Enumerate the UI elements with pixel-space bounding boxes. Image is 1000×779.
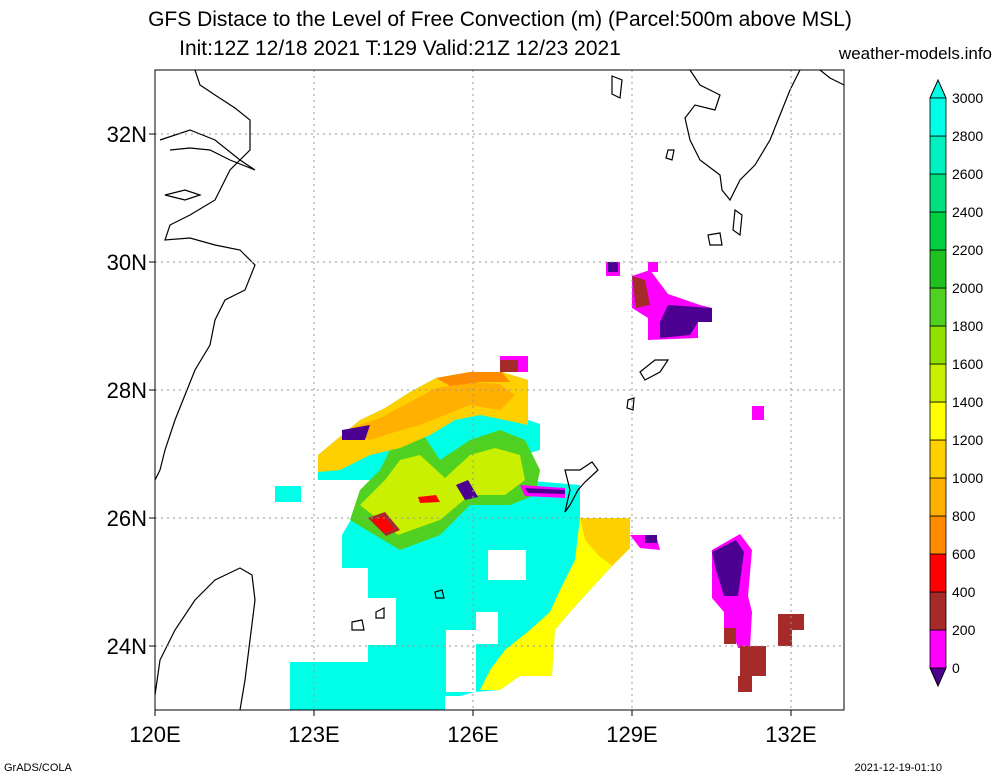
coastline-kyushu xyxy=(684,70,801,202)
coastline-island xyxy=(164,189,202,201)
field-orange-region xyxy=(345,382,515,440)
colorbar-segment xyxy=(929,591,947,631)
field-purple-region xyxy=(712,540,744,596)
chart-title: GFS Distace to the Level of Free Convect… xyxy=(148,8,852,31)
field-purple-cell xyxy=(342,425,370,440)
colorbar-segment xyxy=(929,97,947,137)
colorbar-label: 1800 xyxy=(952,318,983,334)
tick-label-lat: 32N xyxy=(107,122,147,147)
source-credit: weather-models.info xyxy=(838,44,992,63)
colorbar-label: 2600 xyxy=(952,166,983,182)
colorbar-label: 3000 xyxy=(952,90,983,106)
footer-timestamp: 2021-12-19-01:10 xyxy=(854,762,942,774)
coastline-taiwan xyxy=(155,567,256,710)
colorbar-segment xyxy=(929,287,947,327)
tick-label-lon: 120E xyxy=(129,722,180,747)
field-darkorange-strip xyxy=(436,372,510,386)
field-brown-cell xyxy=(500,360,518,372)
tick-label-lat: 24N xyxy=(107,634,147,659)
tick-label-lat: 26N xyxy=(107,506,147,531)
field-brown-region xyxy=(740,646,766,676)
coastline-shikoku xyxy=(819,70,844,86)
coastline-yangtze xyxy=(159,129,256,171)
tick-label-lon: 129E xyxy=(606,722,657,747)
colorbar-segment xyxy=(929,553,947,593)
field-purple-cell xyxy=(608,262,618,272)
coastline-island xyxy=(611,75,623,99)
colorbar: 0 200 400 600 800 1000 1200 1400 1600 1800 2000 220… xyxy=(929,78,983,688)
colorbar-min-arrow xyxy=(929,667,947,688)
field-purple-cell xyxy=(645,535,657,543)
colorbar-label: 2400 xyxy=(952,204,983,220)
colorbar-segment xyxy=(929,477,947,517)
colorbar-label: 1600 xyxy=(952,356,983,372)
field-magenta-cell xyxy=(648,262,658,272)
colorbar-max-arrow xyxy=(929,78,947,99)
coastline-island xyxy=(375,607,385,619)
coastlines xyxy=(155,70,844,710)
coastline-island xyxy=(707,232,723,246)
colorbar-segment xyxy=(929,401,947,441)
colorbar-segment xyxy=(929,135,947,175)
field-purple-region xyxy=(660,305,712,338)
colorbar-label: 1000 xyxy=(952,470,983,486)
tick-label-lon: 123E xyxy=(288,722,339,747)
colorbar-label: 2200 xyxy=(952,242,983,258)
colorbar-segment xyxy=(929,439,947,479)
colorbar-label: 0 xyxy=(952,660,960,676)
field-red-spot xyxy=(372,516,394,533)
chart-subtitle: Init:12Z 12/18 2021 T:129 Valid:21Z 12/2… xyxy=(179,37,621,60)
field-cyan-cell xyxy=(275,486,301,502)
coastline-island xyxy=(626,397,635,411)
colorbar-label: 200 xyxy=(952,622,976,638)
field-gap xyxy=(488,550,526,580)
colorbar-segment xyxy=(929,363,947,403)
colorbar-segment xyxy=(929,629,947,669)
colorbar-label: 1400 xyxy=(952,394,983,410)
colorbar-label: 800 xyxy=(952,508,976,524)
field-purple-strip xyxy=(525,488,565,494)
colorbar-label: 400 xyxy=(952,584,976,600)
field-brown-cell xyxy=(778,628,792,646)
colorbar-label: 2800 xyxy=(952,128,983,144)
colorbar-segment xyxy=(929,173,947,213)
tick-label-lat: 30N xyxy=(107,250,147,275)
footer-software-label: GrADS/COLA xyxy=(4,762,72,774)
coastline-amami xyxy=(639,359,670,381)
colorbar-label: 600 xyxy=(952,546,976,562)
field-purple-spot xyxy=(456,480,478,500)
field-lime-region xyxy=(360,448,525,535)
axis-ticks: 120E 123E 126E 129E 132E 24N 26N 28N 30N 32N xyxy=(107,122,817,747)
colorbar-label: 2000 xyxy=(952,280,983,296)
coastline-island xyxy=(434,589,445,599)
field-brown-cell xyxy=(724,628,736,644)
tick-label-lon: 132E xyxy=(765,722,816,747)
tick-label-lat: 28N xyxy=(107,378,147,403)
coastline-island xyxy=(665,149,675,161)
colorbar-segment xyxy=(929,211,947,251)
field-red-spot xyxy=(418,495,440,503)
field-magenta-cell xyxy=(752,406,764,420)
field-brown-cell xyxy=(738,676,752,692)
coastline-okinawa xyxy=(564,461,599,513)
colorbar-segment xyxy=(929,325,947,365)
field-gap xyxy=(446,630,476,692)
coastline-island xyxy=(351,619,365,631)
coastline-china xyxy=(155,70,256,481)
coastline-island xyxy=(732,208,743,237)
colorbar-label: 1200 xyxy=(952,432,983,448)
field-gold-lobe xyxy=(580,518,630,566)
tick-label-lon: 126E xyxy=(447,722,498,747)
colorbar-segment xyxy=(929,249,947,289)
field-brown-region xyxy=(632,276,650,308)
field-gap xyxy=(476,612,498,644)
lfc-distance-field xyxy=(275,262,804,710)
field-yellow-lobe xyxy=(480,518,630,690)
colorbar-segment xyxy=(929,515,947,555)
